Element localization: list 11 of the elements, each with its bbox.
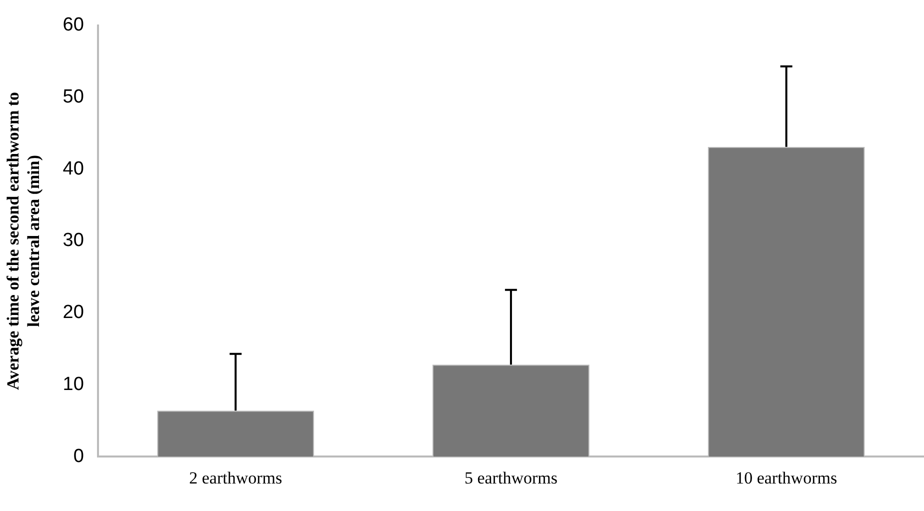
y-tick-label: 60: [62, 14, 84, 36]
y-axis-title: Average time of the second earthworm to leave central area (min): [4, 92, 43, 390]
y-tick-label: 10: [62, 374, 84, 395]
y-tick-label: 0: [73, 446, 84, 467]
y-tick-label: 30: [62, 230, 84, 252]
y-tick-label: 40: [62, 158, 84, 180]
y-tick-label: 20: [62, 302, 84, 324]
x-tick-label: 10 earthworms: [736, 468, 838, 488]
x-tick-label: 5 earthworms: [464, 468, 558, 488]
x-tick-label: 2 earthworms: [189, 468, 282, 488]
y-tick-label: 50: [62, 86, 84, 108]
